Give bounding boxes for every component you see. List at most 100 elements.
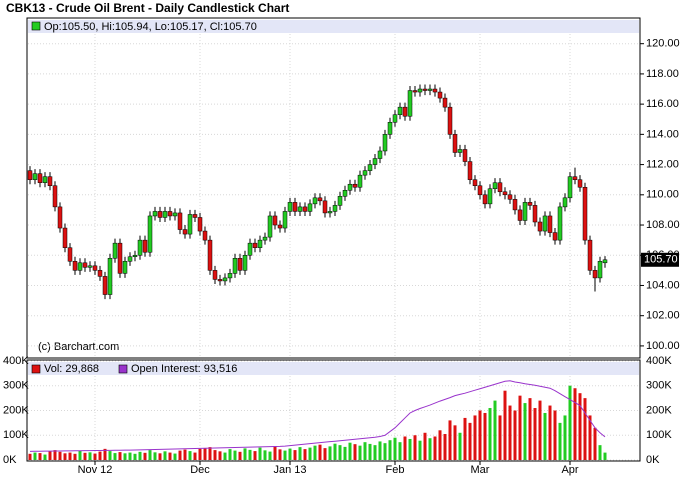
candle-body xyxy=(112,242,118,259)
candle-body xyxy=(117,242,123,274)
candle-body xyxy=(532,205,538,223)
candle-body xyxy=(102,276,108,295)
volume-bar xyxy=(138,451,142,460)
volume-bar xyxy=(328,446,332,460)
volume-bar xyxy=(498,415,502,460)
candle-body xyxy=(577,179,583,188)
volume-bar xyxy=(523,403,527,460)
candle-body xyxy=(127,256,133,262)
volume-bar xyxy=(163,451,167,460)
candle-body xyxy=(42,176,48,183)
volume-bar xyxy=(348,442,352,460)
candle-body xyxy=(552,232,558,241)
x-tick-label: Dec xyxy=(190,464,210,476)
candle-body xyxy=(207,239,213,271)
volume-bar xyxy=(208,447,212,460)
candle-body xyxy=(37,173,43,183)
y-tick-label: 200K xyxy=(3,404,29,416)
volume-bar xyxy=(103,448,107,460)
candle-body xyxy=(202,230,208,241)
y-tick-label: 104.00 xyxy=(646,279,680,291)
volume-bar xyxy=(148,450,152,460)
candle-body xyxy=(257,239,263,248)
y-tick-label: 300K xyxy=(646,380,672,392)
volume-bar xyxy=(143,452,147,460)
candle-body xyxy=(357,174,363,188)
volume-bar xyxy=(238,451,242,460)
volume-bar xyxy=(603,452,607,460)
volume-bar xyxy=(493,400,497,460)
volume-bar xyxy=(508,405,512,460)
legend-swatch xyxy=(31,364,41,374)
volume-bar xyxy=(108,451,112,460)
volume-bar xyxy=(393,437,397,460)
candle-body xyxy=(222,277,228,282)
volume-bar xyxy=(158,453,162,460)
volume-bar xyxy=(288,448,292,460)
volume-bar xyxy=(583,398,587,460)
volume-bar xyxy=(73,453,77,460)
volume-bar xyxy=(408,438,412,460)
candle-body xyxy=(527,202,533,206)
credit: (c) Barchart.com xyxy=(38,341,119,353)
volume-bar xyxy=(83,452,87,460)
legend-band xyxy=(28,20,639,33)
y-tick-label: 112.00 xyxy=(646,158,679,170)
volume-bar xyxy=(593,427,597,460)
volume-bar xyxy=(48,451,52,460)
volume-bar xyxy=(133,453,137,460)
candle-body xyxy=(217,279,223,282)
candle-body xyxy=(157,211,163,218)
candle-body xyxy=(472,179,478,186)
volume-bar xyxy=(258,447,262,460)
chart-title: CBK13 - Crude Oil Brent - Daily Candlest… xyxy=(6,1,289,15)
volume-bar xyxy=(263,450,267,460)
volume-bar xyxy=(248,449,252,460)
volume-bar xyxy=(458,432,462,460)
volume-bar xyxy=(278,449,282,460)
volume-bar xyxy=(228,449,232,460)
candle-body xyxy=(417,88,423,93)
candle-body xyxy=(372,158,378,165)
volume-bar xyxy=(68,452,72,460)
x-tick-label: Jan 13 xyxy=(273,464,306,476)
candle-body xyxy=(362,170,368,176)
candle-body xyxy=(232,258,238,274)
candle-body xyxy=(317,197,323,202)
candle-body xyxy=(592,270,598,279)
candle-body xyxy=(52,185,58,208)
candle-body xyxy=(477,185,483,196)
candle-body xyxy=(137,239,143,256)
legend-swatch xyxy=(31,21,41,31)
volume-bar xyxy=(548,405,552,460)
legend-label: Vol: 29,868 xyxy=(44,363,99,375)
volume-bar xyxy=(503,390,507,460)
candle-body xyxy=(267,215,273,238)
candle-body xyxy=(162,211,168,218)
volume-bar xyxy=(183,449,187,460)
y-tick-label: 0K xyxy=(3,454,17,466)
candle-body xyxy=(432,88,438,93)
volume-bar xyxy=(233,450,237,460)
x-tick-label: Mar xyxy=(471,464,490,476)
legend-band xyxy=(28,362,639,375)
volume-bar xyxy=(558,422,562,460)
volume-bar xyxy=(43,454,47,460)
y-tick-label: 300K xyxy=(3,380,29,392)
candle-body xyxy=(502,191,508,196)
volume-bar xyxy=(78,450,82,460)
candle-body xyxy=(302,206,308,212)
candle-body xyxy=(312,197,318,205)
candle-body xyxy=(142,239,148,253)
y-tick-label: 108.00 xyxy=(646,219,680,231)
legend-label: Open Interest: 93,516 xyxy=(131,363,237,375)
candle-body xyxy=(212,270,218,280)
candle-body xyxy=(122,261,128,274)
volume-bar xyxy=(358,445,362,460)
candle-body xyxy=(177,212,183,230)
y-tick-label: 118.00 xyxy=(646,68,679,80)
volume-bar xyxy=(448,420,452,460)
candle-body xyxy=(252,242,258,248)
candle-body xyxy=(597,261,603,279)
candle-body xyxy=(382,134,388,152)
